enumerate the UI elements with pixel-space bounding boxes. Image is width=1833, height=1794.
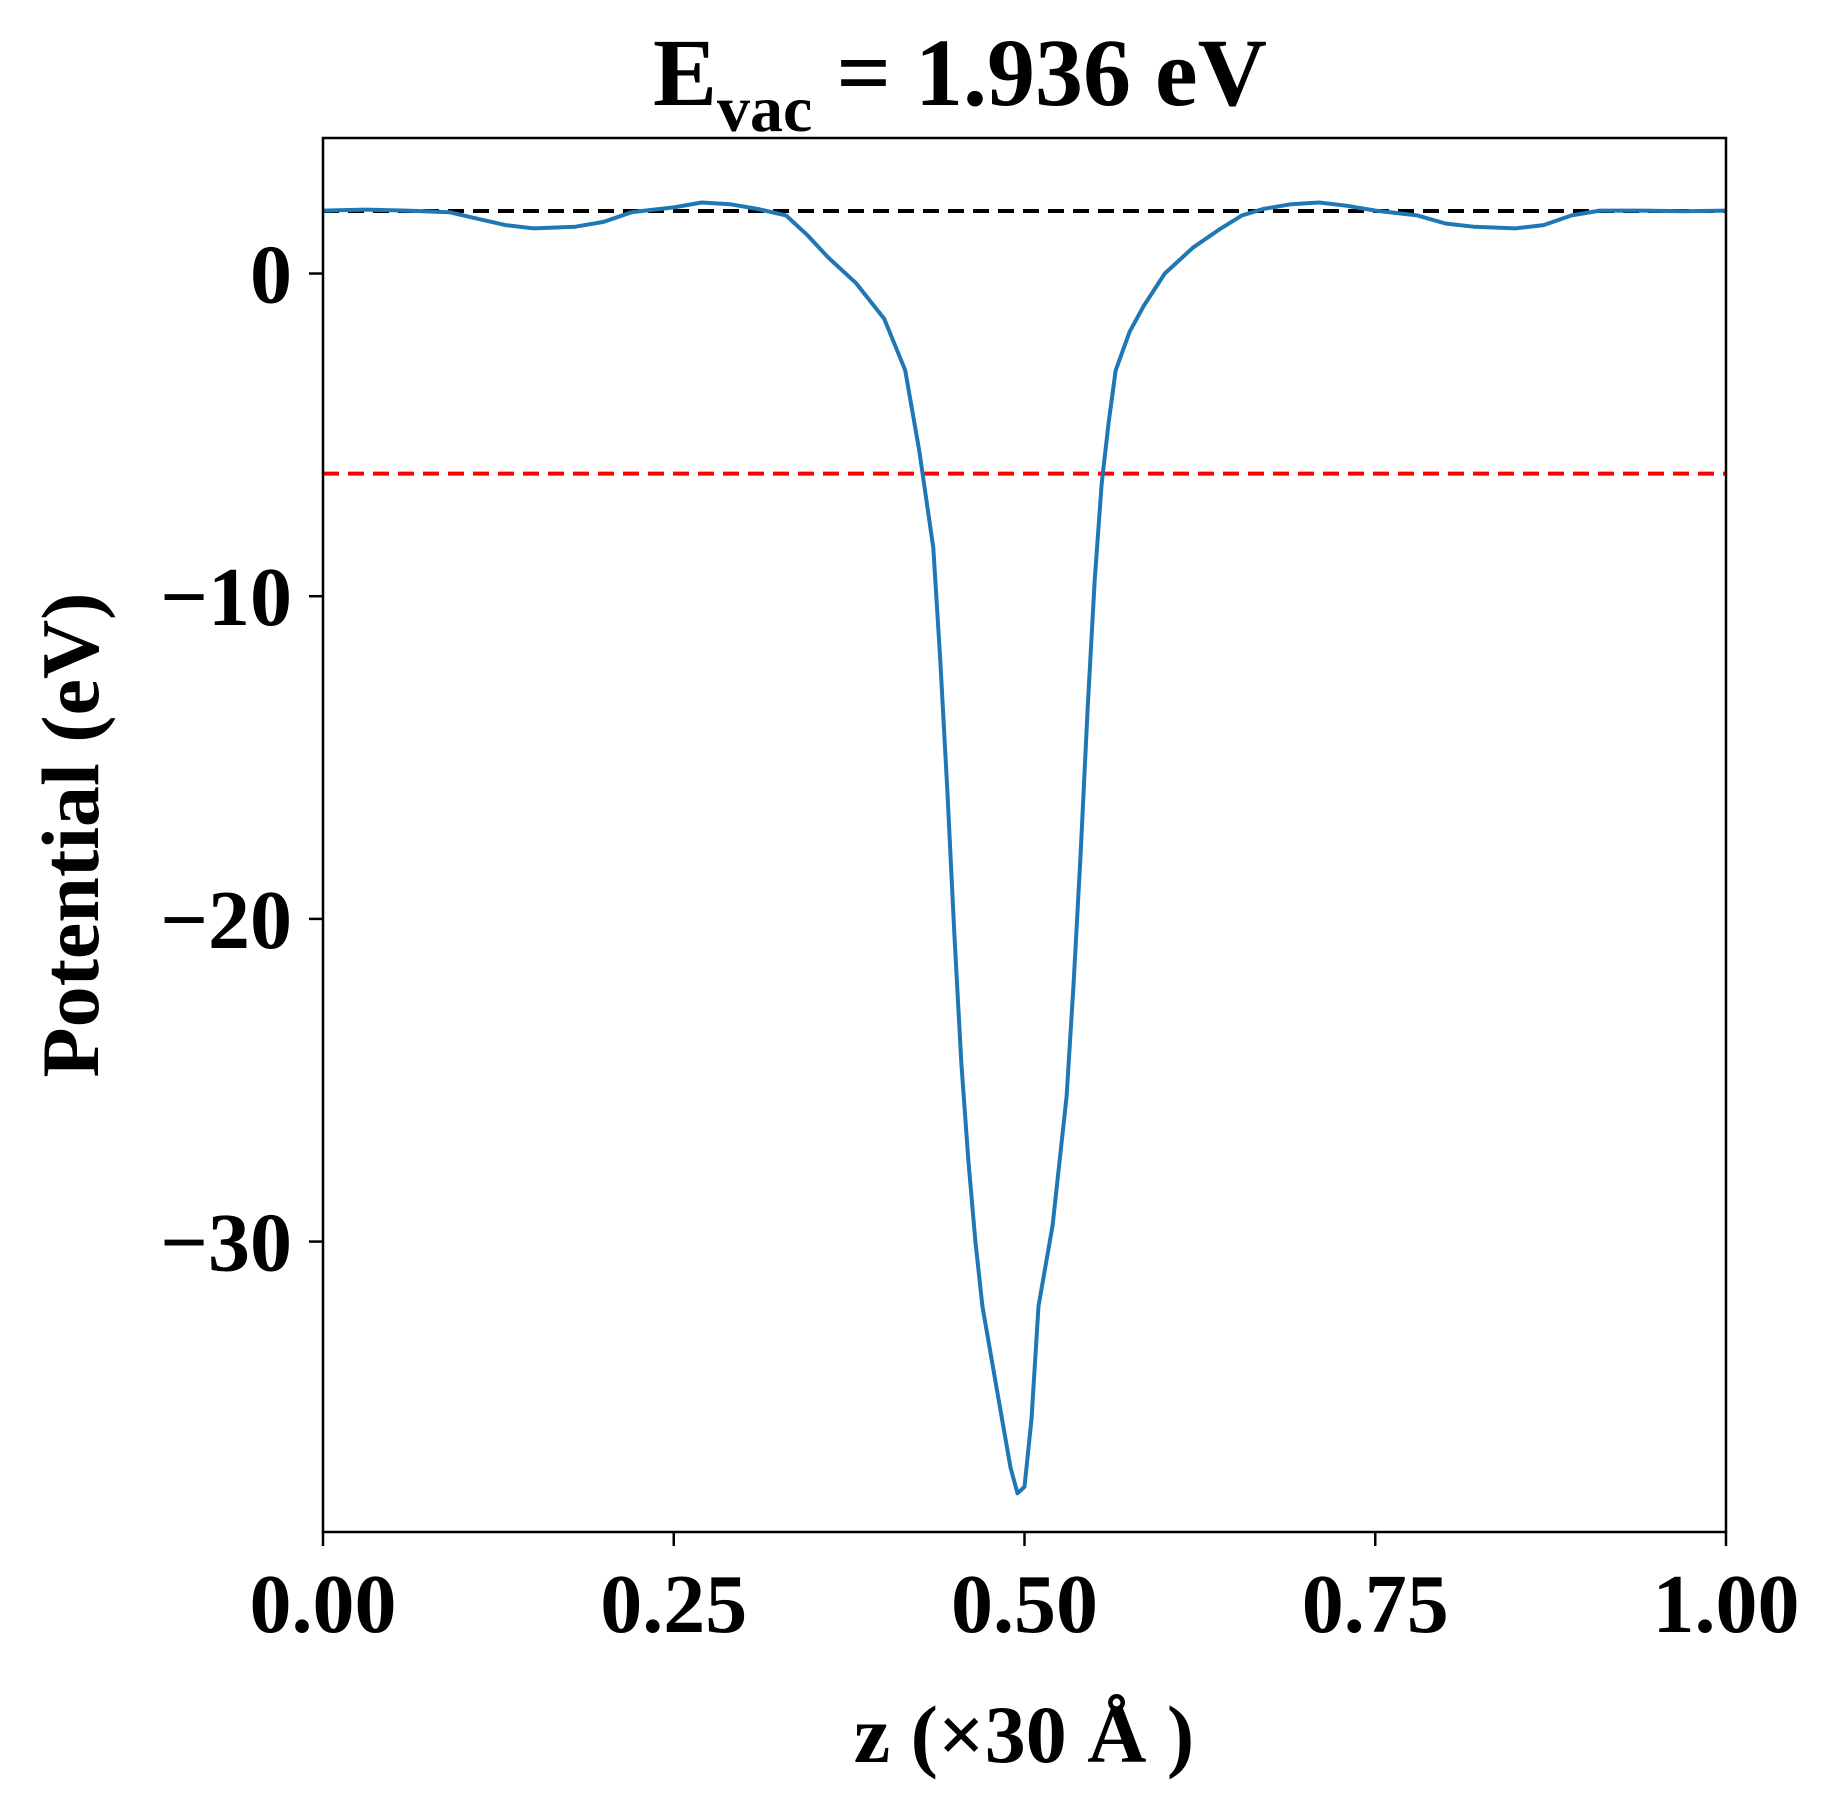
chart-title-main: E [653,19,717,126]
y-tick-label: −10 [160,551,292,644]
x-axis-label: z (×30 Å ) [854,1689,1194,1780]
chart-title-rest: = 1.936 eV [812,19,1267,126]
y-axis-ticks: 0 −10 −20 −30 [160,229,323,1290]
y-tick-label: −20 [160,874,292,967]
reference-lines [323,209,1726,476]
series-line-0 [322,200,1727,1496]
x-axis-ticks: 0.00 0.25 0.50 0.75 1.00 [250,1532,1800,1651]
x-tick-label: 0.25 [600,1558,747,1651]
x-tick-label: 0.75 [1302,1558,1449,1651]
plot-frame [321,136,1728,1534]
chart-title: Evac = 1.936 eV [653,19,1267,146]
x-tick-label: 0.00 [250,1558,397,1651]
series-group [322,200,1727,1496]
x-tick-label: 1.00 [1653,1558,1800,1651]
y-tick-label: 0 [250,229,292,322]
y-tick-label: −30 [160,1197,292,1290]
y-axis-label: Potential (eV) [25,593,116,1078]
x-tick-label: 0.50 [951,1558,1098,1651]
chart-title-subscript: vac [717,73,812,146]
